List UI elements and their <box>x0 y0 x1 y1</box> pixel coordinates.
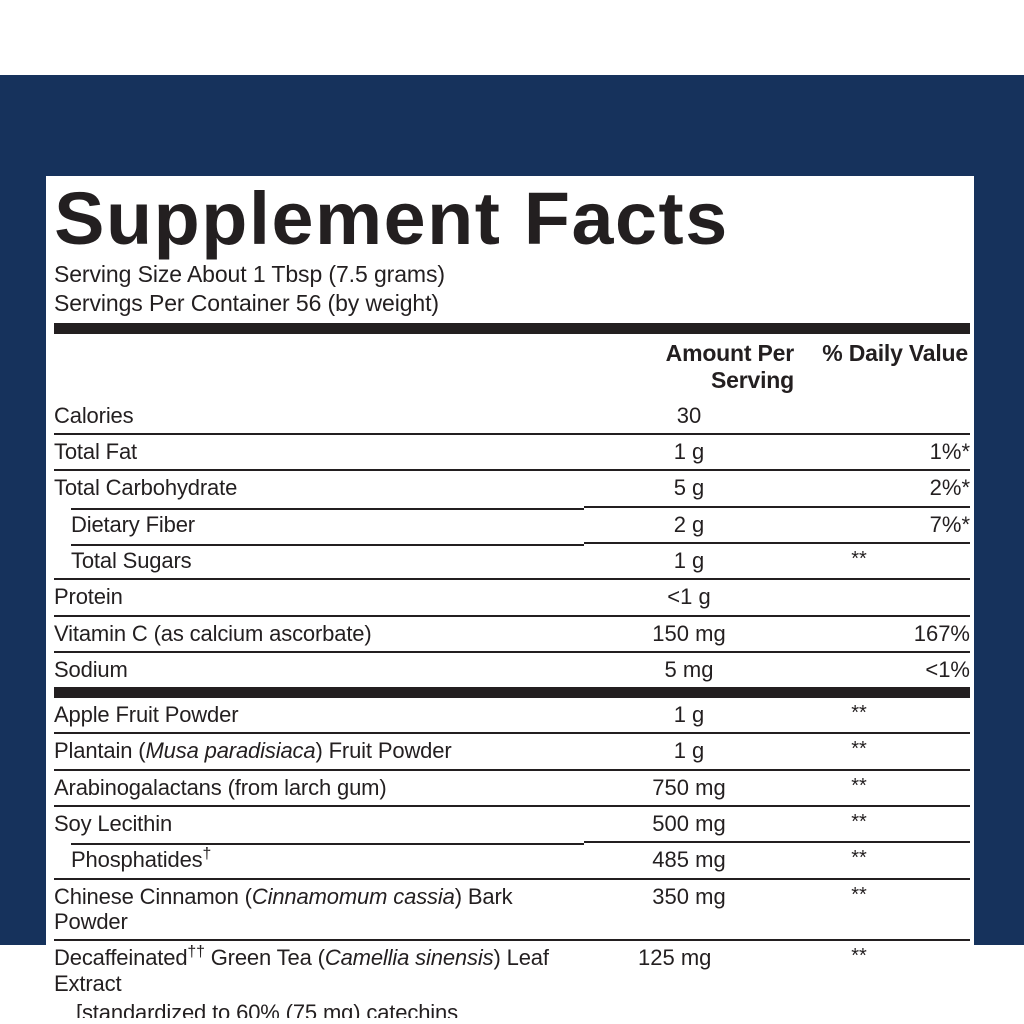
table-row: Decaffeinated†† Green Tea (Camellia sine… <box>54 939 970 1018</box>
ingredient-daily-value: ** <box>794 732 970 770</box>
table-row: Protein <1 g <box>54 578 970 616</box>
table-row: Vitamin C (as calcium ascorbate) 150 mg 16… <box>54 614 970 652</box>
nutrient-daily-value <box>794 578 970 616</box>
nutrient-daily-value: 2%* <box>794 469 970 507</box>
table-row: Plantain (Musa paradisiaca) Fruit Powder… <box>54 732 970 770</box>
nutrient-daily-value: 1%* <box>794 433 970 471</box>
ingredient-amount: 750 mg <box>584 768 794 807</box>
serving-info: Serving Size About 1 Tbsp (7.5 grams) Se… <box>46 260 974 318</box>
ingredient-name: Phosphatides† <box>54 842 584 879</box>
ingredient-daily-value: ** <box>794 768 970 807</box>
ingredient-amount: 125 mg <box>584 939 794 1018</box>
ingredient-name: Soy Lecithin <box>54 805 584 843</box>
ingredient-subline: [standardized to 60% (75 mg) catechins <box>76 999 458 1018</box>
nutrient-daily-value: 7%* <box>794 505 970 543</box>
nutrient-amount: 1 g <box>584 541 794 580</box>
ingredient-amount: 1 g <box>673 702 705 728</box>
nutrient-amount: <1 g <box>584 578 794 616</box>
ingredient-name: Arabinogalactans (from larch gum) <box>54 768 584 807</box>
nutrient-name: Total Sugars <box>54 542 584 580</box>
supplement-facts-panel: Supplement Facts Serving Size About 1 Tb… <box>46 176 974 1018</box>
table-row: Apple Fruit Powder 1 g ** <box>54 698 970 733</box>
serving-size-line: Serving Size About 1 Tbsp (7.5 grams) <box>54 261 445 288</box>
ingredient-amount: 500 mg <box>584 805 794 843</box>
ingredient-daily-value: ** <box>794 877 970 941</box>
table-row: Sodium 5 mg <1% <box>54 650 970 688</box>
table-row: Soy Lecithin 500 mg ** <box>54 805 970 843</box>
column-header-amount: Amount Per Serving <box>665 339 795 393</box>
table-row: Arabinogalactans (from larch gum) 750 mg *… <box>54 768 970 807</box>
nutrient-daily-value: ** <box>794 541 970 580</box>
nutrient-name: Total Fat <box>54 433 584 471</box>
table-row: Phosphatides† 485 mg ** <box>54 841 970 879</box>
nutrient-name: Total Carbohydrate <box>54 469 584 507</box>
table-row: Total Sugars 1 g ** <box>54 541 970 580</box>
nutrient-rows: Calories 30 Total Fat 1 g 1%* Total Carbohydr… <box>54 399 970 688</box>
table-row: Total Fat 1 g 1%* <box>54 433 970 471</box>
section-divider-bar <box>54 687 970 699</box>
nutrient-name: Vitamin C (as calcium ascorbate) <box>54 614 584 652</box>
ingredient-daily-value: ** <box>794 805 970 843</box>
ingredients-table: Apple Fruit Powder 1 g ** Plantain (Musa pa… <box>54 698 970 1018</box>
table-header-row: Amount Per Serving % Daily Value <box>54 334 970 399</box>
nutrient-amount: 2 g <box>584 505 794 543</box>
ingredient-amount: 350 mg <box>584 877 794 941</box>
nutrient-amount: 30 <box>676 402 702 428</box>
ingredient-name: Apple Fruit Powder <box>54 702 239 728</box>
nutrient-daily-value: 167% <box>794 614 970 652</box>
nutrient-name: Protein <box>54 578 584 616</box>
supplement-facts-table: Amount Per Serving % Daily Value Calorie… <box>54 334 970 688</box>
ingredient-rows: Apple Fruit Powder 1 g ** Plantain (Musa pa… <box>54 698 970 1018</box>
nutrient-daily-value <box>794 399 970 434</box>
ingredient-name: Decaffeinated†† Green Tea (Camellia sine… <box>54 939 584 1018</box>
ingredient-daily-value: ** <box>851 702 867 725</box>
table-row: Calories 30 <box>54 399 970 434</box>
label-navy-frame: Supplement Facts Serving Size About 1 Tb… <box>0 75 1024 1018</box>
table-row: Dietary Fiber 2 g 7%* <box>54 505 970 543</box>
ingredient-name: Plantain (Musa paradisiaca) Fruit Powder <box>54 732 584 770</box>
servings-per-container-line: Servings Per Container 56 (by weight) <box>54 290 439 317</box>
table-row: Chinese Cinnamon (Cinnamomum cassia) Bar… <box>54 877 970 941</box>
nutrient-amount: 1 g <box>584 433 794 471</box>
nutrient-daily-value: <1% <box>794 650 970 688</box>
header-top-rule <box>54 322 970 334</box>
nutrient-amount: 150 mg <box>584 614 794 652</box>
column-header-daily-value: % Daily Value <box>822 339 968 366</box>
ingredient-daily-value: ** <box>794 939 970 1018</box>
ingredient-daily-value: ** <box>794 841 970 879</box>
nutrient-amount: 5 mg <box>584 650 794 688</box>
page-title: Supplement Facts <box>54 177 729 260</box>
ingredient-amount: 485 mg <box>584 841 794 879</box>
ingredient-amount: 1 g <box>584 732 794 770</box>
nutrient-name: Dietary Fiber <box>54 506 584 543</box>
column-header-name <box>54 334 584 399</box>
nutrient-name: Sodium <box>54 650 584 688</box>
table-row: Total Carbohydrate 5 g 2%* <box>54 469 970 507</box>
nutrient-amount: 5 g <box>584 469 794 507</box>
nutrient-name: Calories <box>54 402 134 428</box>
ingredient-name: Chinese Cinnamon (Cinnamomum cassia) Bar… <box>54 877 584 941</box>
